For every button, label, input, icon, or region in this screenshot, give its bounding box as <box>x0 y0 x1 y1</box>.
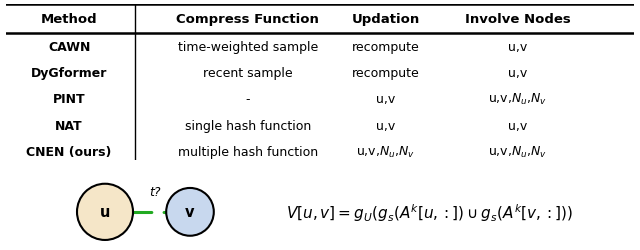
Text: v: v <box>185 204 195 220</box>
Text: DyGformer: DyGformer <box>31 67 108 80</box>
Circle shape <box>166 188 214 236</box>
Text: Compress Function: Compress Function <box>177 12 319 26</box>
Text: recent sample: recent sample <box>203 67 292 80</box>
Text: Involve Nodes: Involve Nodes <box>465 12 570 26</box>
Text: time-weighted sample: time-weighted sample <box>178 40 318 53</box>
Text: single hash function: single hash function <box>185 120 311 132</box>
Text: recompute: recompute <box>352 67 420 80</box>
Text: PINT: PINT <box>53 93 85 106</box>
Text: CAWN: CAWN <box>48 40 90 53</box>
Text: recompute: recompute <box>352 40 420 53</box>
Text: multiple hash function: multiple hash function <box>178 146 318 159</box>
Text: t?: t? <box>149 186 161 198</box>
Text: u,v,$N_u$,$N_v$: u,v,$N_u$,$N_v$ <box>488 92 547 107</box>
Circle shape <box>77 184 133 240</box>
Text: CNEN (ours): CNEN (ours) <box>26 146 112 159</box>
Text: u,v: u,v <box>376 93 396 106</box>
Text: NAT: NAT <box>55 120 83 132</box>
Text: u,v: u,v <box>508 40 527 53</box>
Text: u,v: u,v <box>376 120 396 132</box>
Text: u,v,$N_u$,$N_v$: u,v,$N_u$,$N_v$ <box>488 145 547 160</box>
Text: $V[u,v] = g_U(g_s(A^k[u,:]) \cup g_s(A^k[v,:]))$: $V[u,v] = g_U(g_s(A^k[u,:]) \cup g_s(A^k… <box>287 201 573 223</box>
Text: u,v: u,v <box>508 120 527 132</box>
Text: u: u <box>100 204 110 220</box>
Text: u,v: u,v <box>508 67 527 80</box>
Text: u,v,$N_u$,$N_v$: u,v,$N_u$,$N_v$ <box>356 145 415 160</box>
Text: -: - <box>246 93 250 106</box>
Text: Method: Method <box>41 12 97 26</box>
Text: Updation: Updation <box>352 12 420 26</box>
